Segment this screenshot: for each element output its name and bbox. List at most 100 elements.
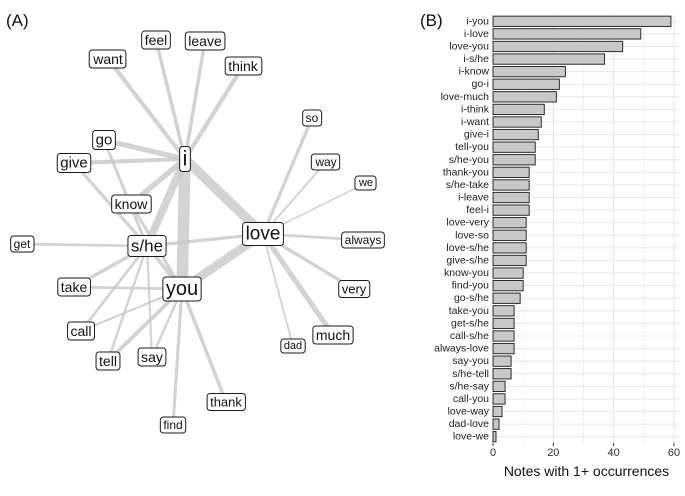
node-give: give [56,153,92,173]
category-label-love-way: love-way [448,406,490,418]
node-box [280,338,306,354]
edge-i-love [180,154,268,239]
node-say: say [137,347,167,367]
node-think: think [224,56,263,76]
category-label-love-very: love-very [446,217,489,229]
bar-i-want [492,116,542,128]
x-tick-label-60: 60 [668,447,680,459]
node-get: get [10,235,35,253]
node-label: give [60,155,88,172]
node-know: know [111,194,152,214]
category-label-take-you: take-you [449,305,489,317]
bar-love-she [492,242,527,254]
category-label-she-take: s/he-take [446,179,489,191]
category-label-call-you: call-you [453,393,489,405]
bar-i-she [492,53,606,65]
bar-she-take [492,179,530,191]
category-label-find-you: find-you [452,280,490,292]
bar-give-i [492,128,539,141]
category-label-i-you: i-you [466,15,489,27]
node-label: say [141,349,163,365]
edge-get-she [20,242,149,248]
bar-give-she [492,254,527,267]
bar-tell-you [492,141,536,153]
edge-i-she [143,155,189,250]
node-label: way [314,155,336,169]
node-leave: leave [184,31,226,51]
edge-i-leave [183,39,207,161]
category-label-love-so: love-so [455,229,489,241]
x-tick-label-0: 0 [490,447,496,459]
bar-feel-i [492,204,530,216]
node-box [179,146,191,172]
bar-she-you [492,154,536,166]
node-love: love [242,222,284,246]
node-label: you [166,278,198,300]
bar-she-tell [492,368,512,380]
node-label: s/he [131,237,163,256]
node-box [56,153,92,173]
edge-find-you [171,287,184,427]
category-label-give-i: give-i [464,129,489,141]
node-box [66,321,96,341]
node-want: want [88,49,127,69]
category-label-get-she: get-s/he [451,317,489,329]
edge-i-you [176,153,191,295]
edge-give-i [71,156,188,166]
edge-call-she [79,244,149,333]
category-label-love-she: love-s/he [446,242,489,254]
category-label-she-you: s/he-you [449,154,489,166]
category-label-she-tell: s/he-tell [452,368,489,380]
edge-give-she [72,161,149,248]
bar-always-love [492,342,515,355]
node-box [95,351,121,371]
node-label: tell [99,353,117,369]
node-feel: feel [141,30,171,50]
bar-love-very [492,217,527,229]
category-label-she-say: s/he-say [449,380,489,392]
bar-marks [492,15,672,443]
node-box [312,325,354,345]
node-box [10,235,35,253]
node-box [341,231,385,249]
category-label-thank-you: thank-you [443,166,489,178]
panel-b-label: (B) [420,11,443,30]
bar-call-you [492,393,506,405]
node-label: find [163,418,182,432]
node-label: much [316,327,350,343]
bar-i-you [492,15,672,27]
edge-she-tell [106,244,149,363]
category-label-give-she: give-s/he [446,254,489,266]
bar-take-you [492,305,515,317]
node-box [310,153,341,171]
node-box [141,30,171,50]
category-label-tell-you: tell-you [455,141,489,153]
category-label-love-much: love-much [441,91,490,103]
node-box [111,194,152,214]
edge-feel-i [154,38,187,161]
node-box [224,56,263,76]
network-edges [20,38,367,427]
node-she: s/he [127,235,167,257]
bar-i-love [492,28,642,40]
bar-love-much [492,91,557,103]
category-label-go-i: go-i [471,78,489,90]
node-we: we [354,175,377,191]
node-box [92,130,116,150]
node-box [338,280,371,298]
category-label-say-you: say-you [452,355,489,367]
node-very: very [338,280,371,298]
node-box [302,109,323,127]
panel-a-label: (A) [6,11,29,30]
node-box [354,175,377,191]
node-take: take [57,277,91,297]
category-label-call-she: call-s/he [450,330,489,342]
bar-thank-you [492,166,530,178]
node-i: i [179,146,191,172]
node-label: feel [145,32,168,48]
node-label: thank [210,395,242,410]
bar-love-we [492,431,497,443]
bar-get-she [492,317,515,330]
edge-i-think [182,63,246,162]
